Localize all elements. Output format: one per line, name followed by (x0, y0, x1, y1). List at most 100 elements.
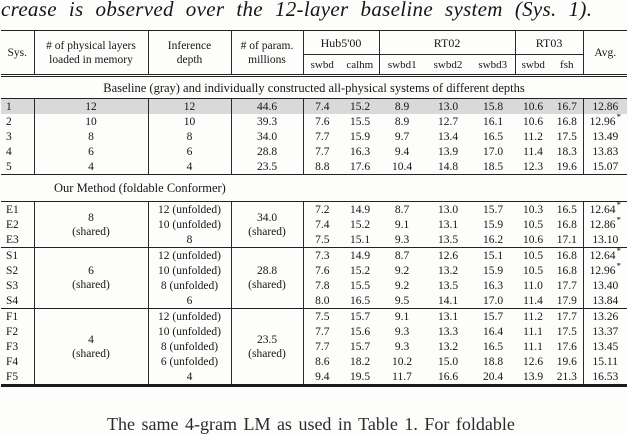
table-row-e2: E2 10 (unfolded) 7.4 15.2 9.1 13.1 15.9 10.5 16.… (1, 217, 628, 232)
cell-score: 15.9 (482, 218, 504, 231)
cell-depth: 10 (unfolded) (147, 263, 231, 278)
table-row-f2: F2 10 (unfolded) 7.7 15.6 9.3 13.3 16.4 11.1 17.… (1, 324, 628, 339)
significance-asterisk: * (616, 247, 621, 256)
table-row-3: 3 8 8 34.0 7.7 15.9 9.7 13.4 16.5 11.2 17.5 13.49 (1, 129, 628, 144)
cell-shared-param: 28.8 (shared) (230, 247, 303, 309)
cell-score: 12.3 (522, 160, 544, 173)
cell-param: 28.8 (230, 144, 303, 159)
cell-score: 17.5 (556, 130, 577, 143)
cell-score: 7.3 (302, 247, 341, 263)
significance-asterisk: * (616, 114, 621, 122)
col-group-rt02: RT02 (378, 30, 516, 55)
table-row-2: 2 10 10 39.3 7.6 15.5 8.9 12.7 16.1 10.6 16.8 12.96… (1, 114, 628, 129)
cell-score: 9.3 (394, 233, 410, 246)
cell-score: 15.6 (349, 325, 371, 338)
cell-score: 16.6 (437, 370, 459, 383)
cell-avg: 13.26 (582, 308, 628, 324)
cell-score: 11.1 (523, 325, 543, 338)
cell-avg: 13.84 (582, 293, 628, 309)
cell-depth: 6 (147, 293, 231, 309)
cell-score: 7.2 (302, 201, 341, 217)
cell-depth: 8 (unfolded) (147, 278, 231, 293)
table-row-s3: S3 8 (unfolded) 7.8 15.5 9.2 13.5 16.3 11.0 17.7… (1, 278, 628, 293)
cell-avg: 12.86* (582, 217, 628, 232)
cell-score: 13.1 (437, 218, 459, 231)
cell-score: 16.8 (556, 264, 577, 277)
cell-score: 7.7 (302, 339, 341, 354)
cell-depth: 10 (unfolded) (147, 324, 231, 339)
cell-score: 15.2 (341, 98, 380, 114)
col-subheader-hub500-swbd: swbd (302, 54, 341, 76)
cell-score: 17.1 (556, 233, 577, 246)
cell-score: 13.9 (522, 370, 544, 383)
cell-score: 17.0 (482, 294, 504, 307)
col-subheader-rt03-swbd: swbd (514, 54, 552, 76)
section-title: Our Method (foldable Conformer) (1, 174, 628, 202)
cell-score: 10.4 (391, 160, 413, 173)
cell-sys: E3 (6, 233, 19, 246)
cell-depth: 10 (unfolded) (147, 217, 231, 232)
cell-score: 20.4 (482, 370, 504, 383)
cell-score: 11.0 (523, 279, 543, 292)
cell-avg: 13.49 (582, 129, 628, 144)
cell-sys: S3 (6, 279, 19, 292)
cell-score: 8.8 (302, 159, 341, 175)
cell-score: 7.5 (302, 308, 341, 324)
cell-depth: 10 (147, 114, 231, 129)
cell-score: 15.7 (349, 340, 371, 353)
table-row-f3: F3 8 (unfolded) 7.7 15.7 9.3 13.2 16.5 11.1 17.6… (1, 339, 628, 354)
cell-sys: F5 (6, 370, 19, 383)
caption-continuation-text: crease is observed over the 12-layer bas… (1, 0, 593, 21)
cell-avg: 12.96* (582, 263, 628, 278)
cell-score: 15.7 (471, 308, 516, 324)
cell-shared-layers: 6 (shared) (33, 247, 148, 309)
cell-sys: F4 (6, 355, 19, 368)
cell-score: 9.2 (394, 264, 410, 277)
cell-score: 15.9 (482, 264, 504, 277)
table-row-1: 1 12 12 44.6 7.4 15.2 8.9 13.0 15.8 10.6 16.7 12.86 (1, 98, 628, 114)
cell-score: 11.4 (523, 294, 543, 307)
cell-score: 7.7 (302, 144, 341, 159)
cell-depth: 4 (147, 159, 231, 175)
cell-score: 10.5 (522, 264, 544, 277)
cell-score: 15.0 (437, 355, 459, 368)
cell-score: 9.2 (394, 279, 410, 292)
cell-depth: 8 (unfolded) (147, 339, 231, 354)
cell-score: 16.8 (556, 115, 577, 128)
cell-avg: 13.10 (582, 232, 628, 248)
cell-score: 11.7 (392, 370, 412, 383)
cell-score: 17.9 (556, 294, 577, 307)
cell-score: 7.6 (302, 114, 341, 129)
cell-score: 12.6 (522, 355, 544, 368)
cell-score: 17.5 (556, 325, 577, 338)
cell-score: 19.6 (556, 160, 577, 173)
cell-score: 10.6 (522, 115, 544, 128)
table-row-4: 4 6 6 28.8 7.7 16.3 9.4 13.9 17.0 11.4 18.3 13.83 (1, 144, 628, 159)
section-header-method-e: Our Method (foldable Conformer) (1, 174, 628, 202)
cell-depth: 8 (147, 232, 231, 248)
cell-avg: 13.37 (582, 324, 628, 339)
cell-depth: 12 (unfolded) (147, 201, 231, 217)
cell-score: 19.6 (556, 355, 577, 368)
cell-avg: 12.64* (582, 247, 628, 263)
cell-score: 13.5 (437, 279, 459, 292)
cell-sys: S1 (1, 247, 34, 263)
cell-layers: 12 (33, 98, 148, 114)
cell-score: 11.2 (523, 130, 543, 143)
cell-score: 7.7 (302, 129, 341, 144)
section-header-baseline: Baseline (gray) and individually constru… (1, 75, 628, 99)
cell-layers: 8 (33, 129, 148, 144)
cell-score: 16.8 (551, 247, 584, 263)
cell-score: 7.8 (302, 278, 341, 293)
cell-score: 19.5 (349, 370, 371, 383)
cell-avg: 13.83 (582, 144, 628, 159)
table-row-e3: E3 8 7.5 15.1 9.3 13.5 16.2 10.6 17.1 13.10 (1, 232, 628, 248)
cell-score: 13.4 (437, 130, 459, 143)
cell-sys: E1 (6, 203, 19, 216)
cell-sys: S4 (6, 294, 19, 307)
cell-score: 8.9 (379, 98, 426, 114)
cell-score: 7.4 (302, 98, 341, 114)
cell-score: 16.1 (482, 115, 504, 128)
cell-param: 39.3 (230, 114, 303, 129)
